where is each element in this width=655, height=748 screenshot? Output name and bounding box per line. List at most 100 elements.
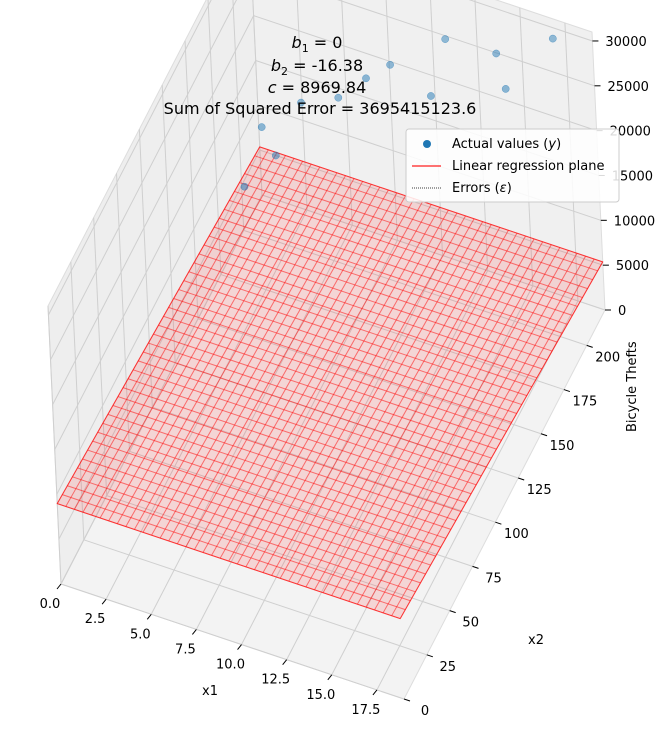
- plane-gridline-y: [87, 449, 431, 566]
- y-tick-mark: [518, 477, 525, 481]
- legend-marker-actual: [423, 140, 431, 148]
- grid-floor-x: [376, 300, 579, 691]
- x-tick-mark: [101, 598, 107, 605]
- y-tick-label: 50: [462, 616, 479, 631]
- x-tick-mark: [327, 674, 333, 681]
- plane-gridline-y: [244, 173, 588, 290]
- grid-back-z: [259, 149, 604, 266]
- plane-gridline-y: [127, 378, 472, 495]
- grid-back-z: [261, 194, 606, 311]
- x-tick-mark: [282, 659, 288, 665]
- plane-gridline-y: [188, 271, 533, 388]
- y-tick-mark: [586, 344, 593, 348]
- x-tick-label: 0.0: [40, 597, 61, 612]
- data-point-5: [362, 74, 370, 83]
- data-point-0: [257, 123, 266, 131]
- grid-back-x: [430, 0, 444, 256]
- data-point-11: [548, 34, 557, 43]
- plane-gridline-y: [259, 146, 603, 263]
- plane-gridline-y: [158, 324, 502, 441]
- x-tick-label: 15.0: [306, 688, 335, 703]
- plane-gridline-y: [122, 387, 467, 504]
- plane-gridline-y: [153, 333, 497, 450]
- grid-floor-y: [83, 539, 427, 656]
- plane-gridline-y: [143, 351, 487, 468]
- x-tick-mark: [146, 613, 152, 620]
- x-tick-label: 2.5: [85, 612, 106, 627]
- grid-left-y: [70, 261, 85, 540]
- y-tick-label: 175: [572, 395, 597, 410]
- grid-floor-y: [129, 450, 473, 567]
- legend-label-actual: Actual values (y): [452, 137, 561, 152]
- grid-back-x: [385, 0, 398, 241]
- data-point-9: [492, 49, 501, 58]
- plane-gridline-y: [234, 190, 578, 307]
- y-tick-mark: [403, 698, 411, 702]
- grid-floor-y: [60, 583, 405, 700]
- y-tick-mark: [563, 389, 571, 393]
- grid-left-y: [116, 173, 131, 452]
- plane-gridline-y: [193, 262, 538, 379]
- tick-labels: 0.0 2.5 5.0 7.5 10.0 12.5 15.0 17.5 0 25 50 75 100 12…: [40, 35, 655, 719]
- y-tick-label: 150: [550, 439, 575, 454]
- plane-gridline-y: [219, 217, 563, 334]
- grid-floor-y: [106, 495, 450, 612]
- plane-gridline-y: [92, 440, 436, 557]
- legend-label-errors: Errors (ε): [452, 181, 512, 196]
- grid-left-z: [56, 105, 259, 495]
- y-tick-mark: [472, 565, 479, 569]
- plane-gridline-y: [178, 289, 522, 406]
- title-line-b2: b2 = -16.38: [271, 56, 363, 78]
- plane-gridline-y: [117, 396, 462, 513]
- y-tick-mark: [495, 521, 502, 525]
- x-tick-label: 12.5: [261, 673, 290, 688]
- y-tick-label: 0: [421, 704, 429, 719]
- regression-plane: [56, 146, 604, 620]
- x-tick-label: 10.0: [216, 658, 245, 673]
- data-point-10: [501, 85, 510, 93]
- grid-left-y: [138, 129, 153, 408]
- plane-gridline-y: [168, 306, 512, 423]
- data-point-1: [240, 182, 249, 191]
- y-tick-mark: [449, 610, 456, 614]
- grid-left-z: [47, 0, 212, 316]
- plane-gridline-y: [214, 226, 558, 343]
- plane-gridline-y: [62, 494, 406, 611]
- plane-gridline-y: [138, 360, 482, 477]
- grid-left-z: [58, 149, 261, 540]
- legend-box: [405, 128, 620, 203]
- grid-left-z: [50, 0, 237, 361]
- title-line-b1: b1 = 0: [292, 33, 343, 55]
- plane-gridline-y: [148, 342, 492, 459]
- plane-gridline-y: [198, 253, 543, 370]
- plane-gridline-y: [224, 208, 568, 325]
- title-line-c: c = 8969.84: [268, 78, 367, 97]
- x-tick-label: 17.5: [351, 703, 380, 718]
- data-point-4: [334, 93, 343, 102]
- y-tick-label: 125: [527, 483, 552, 498]
- x-tick-label: 5.0: [130, 627, 151, 642]
- plane-gridline-y: [173, 297, 517, 414]
- y-tick-label: 25: [440, 660, 457, 675]
- plane-gridline-y: [112, 404, 457, 521]
- x-tick-mark: [372, 689, 378, 696]
- chart-title: b1 = 0 b2 = -16.38 c = 8969.84 Sum of Sq…: [164, 33, 477, 118]
- plane-gridline-y: [67, 485, 411, 602]
- z-tick-label: 0: [618, 304, 626, 319]
- grid-back-z: [468, 0, 593, 42]
- y-tick-label: 200: [595, 350, 620, 365]
- legend-label-plane: Linear regression plane: [452, 159, 604, 174]
- legend: Actual values (y) Linear regression plan…: [405, 128, 620, 203]
- grid-left-y: [232, 0, 245, 231]
- grid-left-z: [54, 60, 257, 450]
- grid-left-y: [93, 217, 108, 496]
- y-tick-label: 100: [504, 527, 529, 542]
- plane-gridline-y: [57, 503, 401, 620]
- plane-gridline-y: [239, 182, 583, 299]
- plane-gridline-y: [102, 422, 446, 539]
- x-tick-label: 7.5: [175, 642, 196, 657]
- z-tick-label: 20000: [610, 125, 651, 140]
- data-point-6: [386, 60, 394, 69]
- plane-gridline-y: [229, 199, 573, 316]
- plane-gridline-y: [254, 155, 598, 272]
